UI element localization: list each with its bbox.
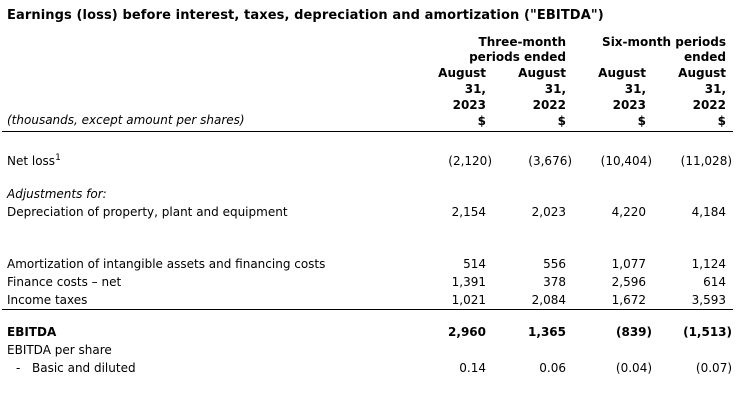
column-header-aug-31-2023-h: August 31, 2023 $ — [573, 65, 654, 132]
cell-value: 1,077 — [611, 256, 647, 271]
row-label: Income taxes — [2, 290, 413, 310]
header-day: 31, — [704, 82, 727, 96]
cell-value: 1,365 — [528, 325, 567, 339]
row-label-text: Basic and diluted — [32, 361, 136, 375]
column-group-six-month: Six-month periods ended — [573, 35, 733, 65]
cell-value: 614 — [703, 274, 727, 289]
header-month: August — [598, 66, 647, 80]
header-currency-symbol: $ — [477, 114, 486, 128]
cell-value: 4,220 — [611, 204, 647, 219]
cell-value: 2,960 — [448, 325, 486, 339]
header-currency-symbol: $ — [557, 114, 567, 128]
cell-value: 1,124 — [691, 256, 727, 271]
group-header-line: Six-month periods — [602, 35, 727, 49]
cell-value: (3,676) — [528, 153, 573, 168]
cell-empty — [573, 185, 653, 203]
cell-empty — [493, 185, 573, 203]
cell-value: (2,120) — [448, 153, 492, 168]
table-row-amortization: Amortization of intangible assets and fi… — [2, 255, 733, 273]
header-day: 31, — [544, 82, 567, 96]
header-year: 2022 — [692, 98, 727, 112]
row-label: Net loss1 — [2, 152, 413, 170]
column-header-row: (thousands, except amount per shares) Au… — [2, 65, 734, 132]
period-group-row: Three-month periods ended Six-month peri… — [2, 35, 733, 65]
cell-empty — [413, 341, 493, 359]
units-note: (thousands, except amount per shares) — [2, 65, 413, 132]
cell-value: (11,028) — [680, 153, 733, 168]
ebitda-table: Three-month periods ended Six-month peri… — [2, 35, 734, 377]
cell-value: 0.14 — [459, 361, 486, 375]
cell-value: 556 — [543, 256, 567, 271]
spacer-row — [2, 221, 733, 255]
column-group-three-month: Three-month periods ended — [413, 35, 573, 65]
cell-value: 0.06 — [539, 361, 567, 375]
spacer-row — [2, 170, 733, 185]
column-header-aug-31-2022-q: August 31, 2022 $ — [493, 65, 574, 132]
empty-corner-cell — [2, 35, 413, 65]
header-year: 2023 — [452, 98, 486, 112]
table-row-ebitda-total: EBITDA 2,960 1,365 (839) (1,513) — [2, 323, 733, 341]
page-title: Earnings (loss) before interest, taxes, … — [7, 8, 604, 23]
cell-empty — [493, 341, 573, 359]
header-month: August — [678, 66, 727, 80]
row-label: Amortization of intangible assets and fi… — [7, 256, 326, 271]
table-row-income-taxes: Income taxes 1,021 2,084 1,672 3,593 — [2, 290, 734, 310]
cell-empty — [653, 185, 733, 203]
header-day: 31, — [464, 82, 486, 96]
spacer-row — [2, 309, 733, 323]
row-label-text: Net loss — [7, 153, 56, 168]
cell-value: 2,596 — [611, 274, 647, 289]
row-label: EBITDA per share — [7, 343, 112, 357]
cell-empty — [653, 341, 733, 359]
footnote-marker: 1 — [55, 152, 61, 163]
cell-empty — [573, 341, 653, 359]
cell-value: 514 — [463, 256, 486, 271]
row-label: Adjustments for: — [7, 186, 107, 201]
header-year: 2022 — [532, 98, 567, 112]
group-header-line: ended — [684, 50, 727, 64]
header-month: August — [518, 66, 567, 80]
group-header-line: Three-month — [478, 35, 567, 49]
cell-value: (0.04) — [615, 361, 653, 375]
column-header-aug-31-2022-h: August 31, 2022 $ — [653, 65, 734, 132]
table-row-ebitda-per-share-header: EBITDA per share — [2, 341, 733, 359]
cell-empty — [413, 185, 493, 203]
header-currency-symbol: $ — [637, 114, 647, 128]
cell-value: 1,672 — [573, 290, 654, 310]
spacer-row — [2, 132, 733, 152]
row-label: EBITDA — [7, 325, 57, 339]
table-row-finance-costs: Finance costs – net 1,391 378 2,596 614 — [2, 273, 733, 291]
cell-value: (1,513) — [683, 325, 733, 339]
group-header-line: periods ended — [469, 50, 567, 64]
header-currency-symbol: $ — [717, 114, 727, 128]
table-row-basic-diluted: - Basic and diluted 0.14 0.06 (0.04) (0.0… — [2, 359, 733, 377]
table-row-net-loss: Net loss1 (2,120) (3,676) (10,404) (11,0… — [2, 152, 733, 170]
table-row-adjustments-header: Adjustments for: — [2, 185, 733, 203]
row-label: Finance costs – net — [7, 274, 122, 289]
header-year: 2023 — [612, 98, 647, 112]
cell-value: 2,023 — [531, 204, 567, 219]
cell-value: 2,154 — [451, 204, 486, 219]
cell-value: (839) — [615, 325, 653, 339]
cell-value: 3,593 — [653, 290, 734, 310]
cell-value: 378 — [543, 274, 567, 289]
column-header-aug-31-2023-q: August 31, 2023 $ — [413, 65, 493, 132]
cell-value: (0.07) — [695, 361, 733, 375]
cell-value: 2,084 — [493, 290, 574, 310]
header-day: 31, — [624, 82, 647, 96]
table-row-depreciation: Depreciation of property, plant and equi… — [2, 203, 733, 221]
row-label: - Basic and diluted — [2, 359, 413, 377]
cell-value: 4,184 — [691, 204, 727, 219]
cell-value: 1,391 — [451, 274, 486, 289]
cell-value: 1,021 — [413, 290, 493, 310]
row-label: Depreciation of property, plant and equi… — [7, 204, 288, 219]
list-dash: - — [16, 361, 21, 375]
cell-value: (10,404) — [600, 153, 653, 168]
header-month: August — [438, 66, 486, 80]
